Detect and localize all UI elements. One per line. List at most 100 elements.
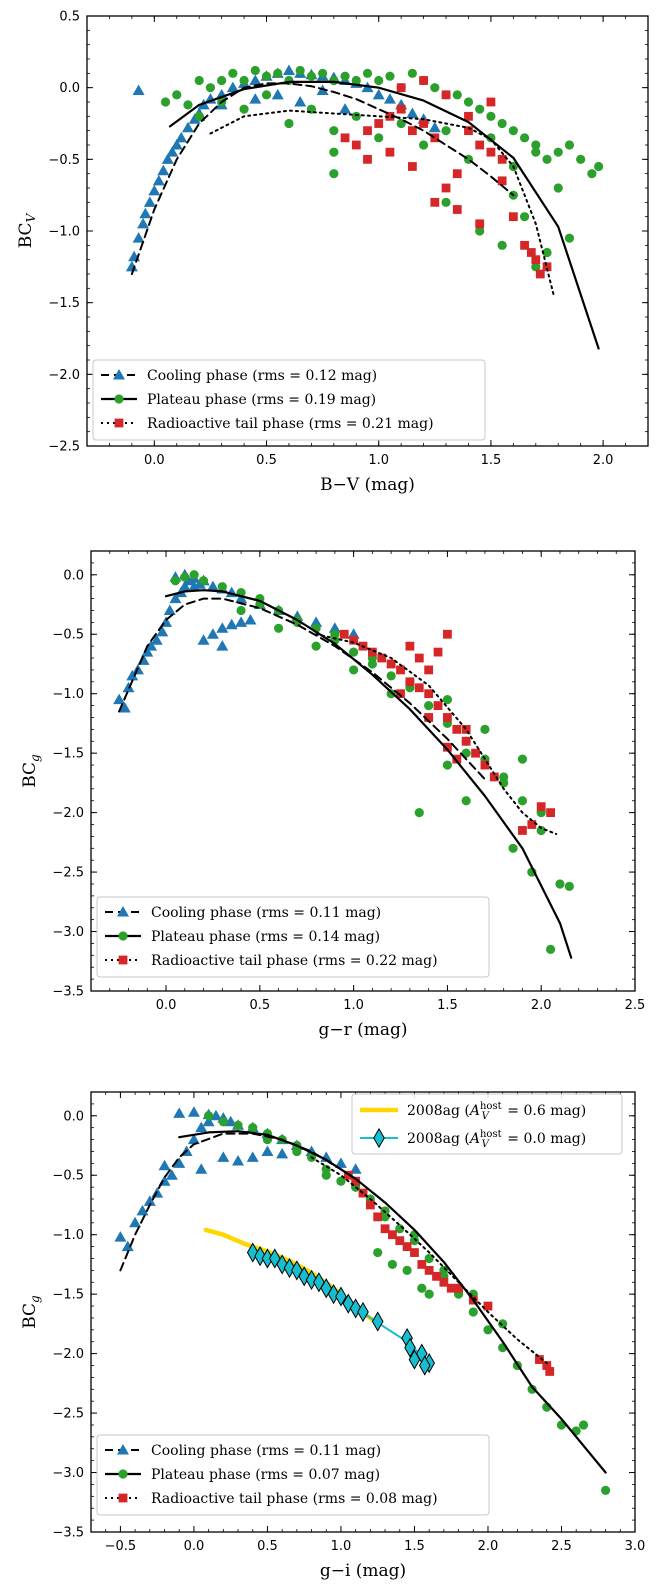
x-tick-label: 3.0: [625, 1539, 646, 1554]
plateau-point: [576, 154, 586, 164]
tail-point: [340, 133, 350, 143]
tail-point: [414, 653, 424, 663]
tail-point: [377, 653, 387, 663]
plateau-point: [497, 118, 507, 129]
tail-point: [430, 133, 440, 143]
cooling-point: [187, 1133, 200, 1145]
plateau-point: [351, 75, 361, 86]
plateau-point: [594, 161, 604, 172]
plateau-point: [407, 68, 417, 78]
plateau-point: [273, 68, 283, 78]
x-tick-label: 0.5: [256, 453, 277, 468]
plateau-point: [430, 83, 440, 93]
y-tick-label: −1.0: [52, 687, 84, 702]
plateau-point: [475, 104, 485, 114]
y-tick-label: −0.5: [52, 1169, 84, 1184]
plateau-point: [417, 1283, 427, 1293]
cooling-point: [157, 164, 170, 176]
tail-point: [410, 1248, 419, 1257]
tail-point: [475, 140, 485, 150]
tail-point: [385, 111, 395, 121]
sn0-point: [418, 1355, 431, 1376]
cooling-point: [197, 634, 210, 645]
cooling-point: [169, 592, 182, 604]
x-tick-label: −0.5: [105, 1539, 137, 1554]
legend-plateau-label: Plateau phase (rms = 0.14 mag): [151, 929, 380, 945]
y-tick-label: −2.0: [52, 1347, 84, 1362]
y-tick-label: −1.5: [52, 747, 84, 762]
tail-point: [518, 826, 527, 835]
plateau-point: [441, 197, 451, 207]
sn0-point: [283, 1257, 296, 1279]
tail-point: [351, 140, 361, 150]
tail-point: [475, 219, 485, 229]
plateau-point: [387, 1259, 398, 1270]
y-tick-label: −0.5: [48, 153, 80, 168]
cooling-point: [125, 260, 138, 272]
plateau-fit-line: [178, 1130, 607, 1474]
sn0-point: [254, 1246, 266, 1267]
tail-point: [443, 713, 452, 722]
tail-point: [452, 169, 462, 179]
plateau-point: [204, 1111, 214, 1121]
legend-box: [92, 359, 486, 441]
sn0-point: [313, 1272, 325, 1293]
tail-point: [424, 713, 434, 722]
tail-point: [424, 689, 434, 699]
tail-point: [471, 748, 480, 758]
tail-point: [483, 1301, 493, 1311]
plateau-point: [349, 647, 359, 657]
plateau-point: [517, 796, 528, 806]
plateau-point: [578, 1420, 589, 1430]
scatter-layer: [125, 64, 604, 350]
cooling-point: [246, 1151, 259, 1162]
cooling-point: [173, 1157, 186, 1168]
cooling-point: [132, 84, 145, 96]
cooling-point: [232, 1154, 245, 1166]
tail-point: [531, 255, 541, 265]
plateau-point: [441, 126, 451, 136]
plateau-point: [475, 226, 485, 236]
plateau-point: [414, 808, 424, 818]
plateau-point: [218, 1117, 228, 1127]
cooling-point: [132, 232, 145, 243]
plateau-point: [442, 695, 453, 705]
tail-point: [508, 212, 518, 222]
tail-point: [439, 1277, 449, 1287]
plateau-point: [329, 75, 339, 86]
tail-point: [424, 665, 434, 675]
legend-tail-marker: [118, 955, 128, 965]
cooling-point: [271, 88, 284, 100]
cooling-point: [139, 207, 152, 219]
legend-plateau-label: Plateau phase (rms = 0.19 mag): [147, 392, 376, 408]
plateau-point: [542, 247, 552, 258]
cooling-point: [161, 153, 174, 164]
tail-point: [464, 111, 473, 121]
tail-point: [380, 1224, 390, 1234]
plateau-point: [351, 111, 361, 121]
plateau-point: [374, 75, 384, 86]
legend-tail-label: Radioactive tail phase (rms = 0.22 mag): [151, 953, 438, 969]
cooling-point: [178, 580, 191, 592]
y-tick-label: −2.5: [48, 440, 80, 455]
tail-point: [374, 119, 384, 128]
cooling-point: [282, 64, 295, 75]
tail-point: [349, 635, 359, 645]
cooling-point: [170, 139, 183, 150]
plateau-point: [189, 570, 199, 580]
x-axis-title: B−V (mag): [320, 475, 415, 495]
plateau-point: [160, 97, 171, 107]
tail-point: [396, 689, 405, 699]
y-tick-label: −2.0: [48, 368, 80, 383]
plateau-point: [349, 665, 359, 675]
x-tick-label: 1.0: [368, 453, 389, 468]
plateau-point: [273, 623, 284, 633]
tail-point: [386, 659, 396, 669]
tail-point: [535, 269, 545, 279]
legend2-sn0-label: 2008ag (Ahost V = 0.0 mag): [407, 1129, 586, 1150]
plateau-point: [463, 97, 474, 107]
plateau-point: [600, 1485, 611, 1495]
cooling-point: [175, 131, 188, 143]
plateau-point: [531, 262, 541, 272]
tail-point: [388, 1230, 397, 1240]
